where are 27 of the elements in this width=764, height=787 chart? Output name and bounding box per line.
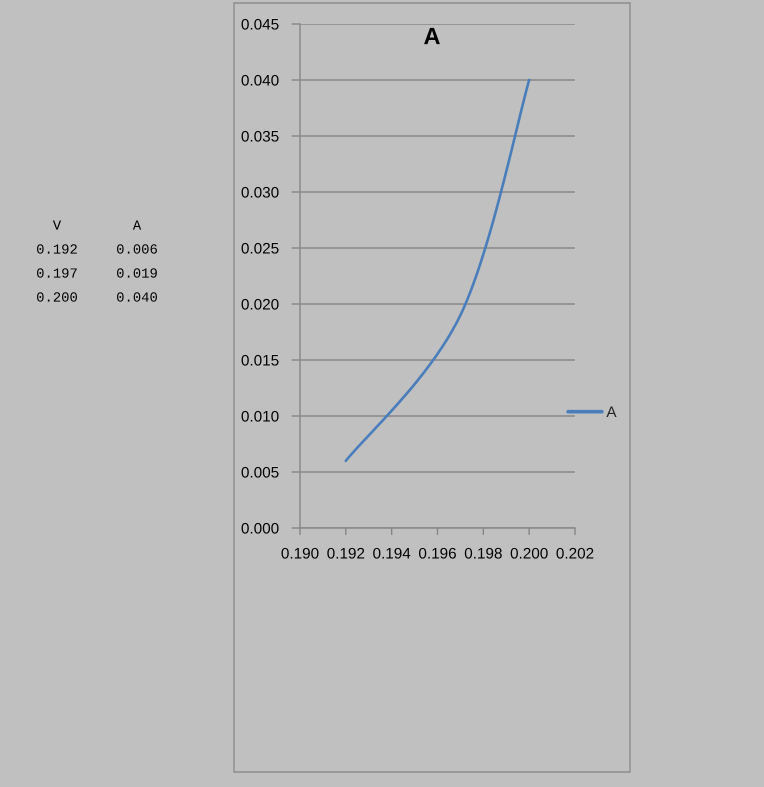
x-tick-label: 0.202 xyxy=(556,548,594,559)
text: V xyxy=(52,220,62,230)
text: A xyxy=(132,220,142,230)
legend-label: A xyxy=(606,406,617,418)
text: 0.019 xyxy=(117,268,157,278)
text: 0.200 xyxy=(37,292,77,302)
text: 0.197 xyxy=(37,268,77,278)
x-tick-label: 0.198 xyxy=(464,548,502,559)
text: 0.040 xyxy=(117,292,157,302)
y-tick-label: 0.010 xyxy=(242,410,279,422)
y-tick-label: 0.005 xyxy=(242,466,279,478)
y-tick-label: 0.025 xyxy=(242,242,279,254)
y-tick-label: 0.040 xyxy=(242,74,279,86)
y-tick-label: 0.035 xyxy=(242,130,279,142)
x-tick-label: 0.196 xyxy=(418,548,456,559)
y-tick-label: 0.000 xyxy=(242,522,279,534)
text: 0.192 xyxy=(37,244,77,254)
y-tick-label: 0.045 xyxy=(242,18,279,30)
x-tick-label: 0.200 xyxy=(510,548,548,559)
text: 0.006 xyxy=(117,244,157,254)
y-tick-label: 0.020 xyxy=(242,298,279,310)
x-tick-label: 0.192 xyxy=(327,548,364,559)
x-tick-label: 0.194 xyxy=(373,548,410,559)
chart-title: A xyxy=(424,28,440,44)
y-tick-label: 0.015 xyxy=(242,354,279,366)
y-tick-label: 0.030 xyxy=(242,186,279,198)
x-tick-label: 0.190 xyxy=(281,548,319,559)
